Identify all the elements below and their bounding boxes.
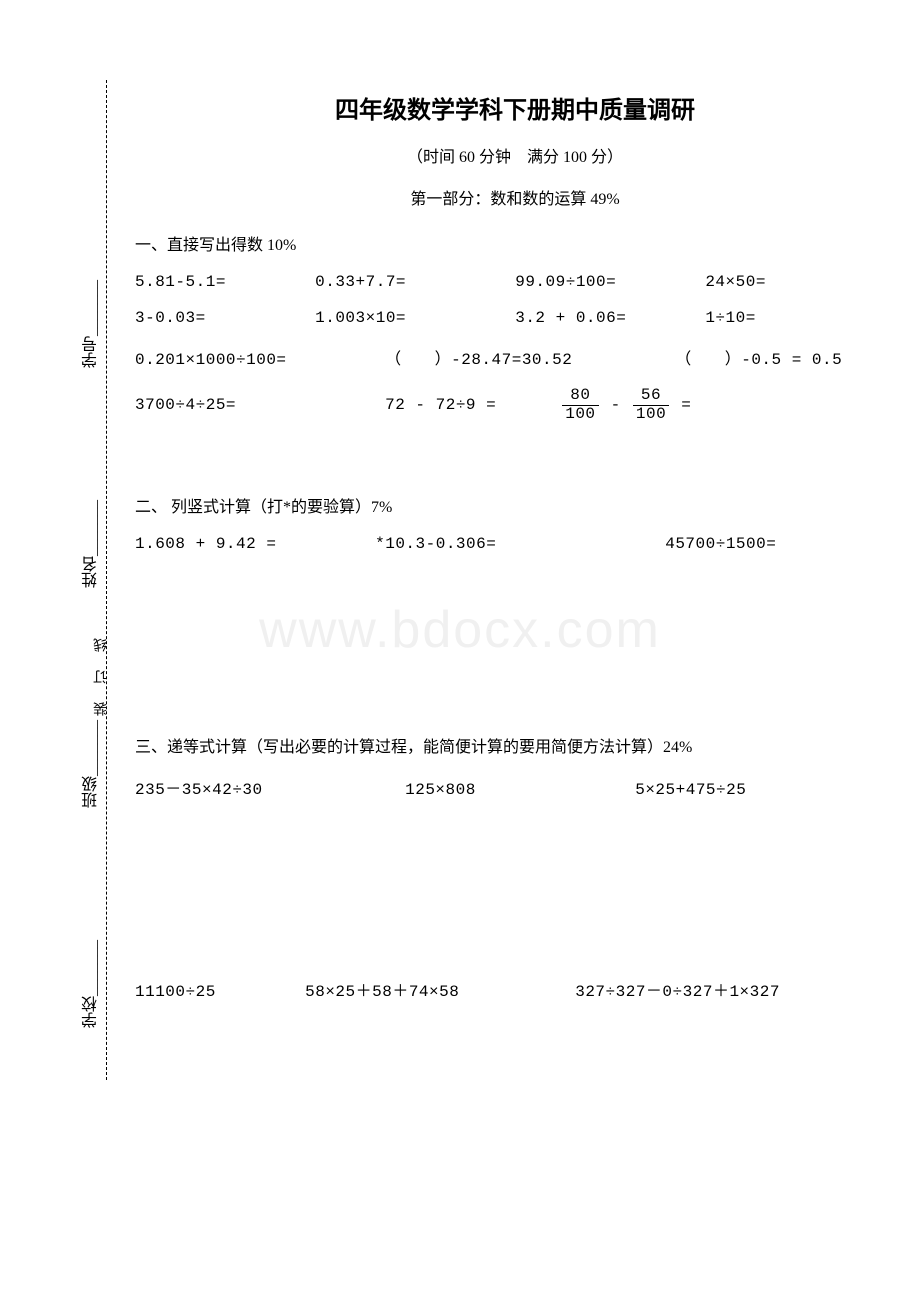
eq: 24×50=	[705, 273, 766, 291]
page-content: 四年级数学学科下册期中质量调研 （时间 60 分钟 满分 100 分） 第一部分…	[135, 90, 895, 1019]
fraction2: 56 100	[633, 387, 669, 423]
sec1-row2: 3-0.03= 1.003×10= 3.2 + 0.06= 1÷10=	[135, 309, 895, 327]
eq: 3-0.03=	[135, 309, 305, 327]
eq: 125×808	[405, 781, 625, 799]
binding-label-number: 学号_______	[80, 280, 104, 368]
eq: 99.09÷100=	[515, 273, 695, 291]
eq: （ ）-28.47=30.52	[385, 345, 665, 369]
eq: 3700÷4÷25=	[135, 396, 375, 414]
eq: 3.2 + 0.06=	[515, 309, 695, 327]
binding-label-name: 姓名_______	[80, 500, 104, 588]
eq: 58×25＋58＋74×58	[305, 977, 565, 1001]
binding-label-school: 学校_______	[80, 940, 104, 1028]
sec1-row3: 0.201×1000÷100= （ ）-28.47=30.52 （ ）-0.5 …	[135, 345, 895, 369]
eq: 327÷327－0÷327＋1×327	[575, 977, 780, 1001]
eq: 0.33+7.7=	[315, 273, 505, 291]
fraction-expr: 80 100 - 56 100 =	[560, 387, 691, 423]
equals-sign: =	[681, 396, 691, 414]
eq: 5×25+475÷25	[635, 781, 746, 799]
eq: （ ）-0.5 = 0.5	[675, 345, 842, 369]
part1-title: 第一部分：数和数的运算 49%	[135, 185, 895, 209]
sec1-row4: 3700÷4÷25= 72 - 72÷9 = 80 100 - 56 100 =	[135, 387, 895, 423]
eq: 72 - 72÷9 =	[385, 396, 550, 414]
eq: 11100÷25	[135, 983, 295, 1001]
minus-sign: -	[611, 396, 621, 414]
frac-num: 56	[633, 387, 669, 406]
sec1-row1: 5.81-5.1= 0.33+7.7= 99.09÷100= 24×50=	[135, 273, 895, 291]
eq: 1.608 + 9.42 =	[135, 535, 365, 553]
frac-den: 100	[562, 406, 598, 424]
sec3-row1: 235－35×42÷30 125×808 5×25+475÷25	[135, 775, 895, 799]
eq: 0.201×1000÷100=	[135, 351, 375, 369]
binding-dashed-line	[106, 80, 107, 1080]
frac-den: 100	[633, 406, 669, 424]
fraction1: 80 100	[562, 387, 598, 423]
eq: 1÷10=	[705, 309, 756, 327]
eq: 235－35×42÷30	[135, 775, 395, 799]
frac-num: 80	[562, 387, 598, 406]
section1-heading: 一、直接写出得数 10%	[135, 231, 895, 255]
sec3-row2: 11100÷25 58×25＋58＋74×58 327÷327－0÷327＋1×…	[135, 977, 895, 1001]
section3-heading: 三、递等式计算（写出必要的计算过程，能简便计算的要用简便方法计算）24%	[135, 733, 895, 757]
eq: *10.3-0.306=	[375, 535, 655, 553]
eq: 5.81-5.1=	[135, 273, 305, 291]
document-title: 四年级数学学科下册期中质量调研	[135, 90, 895, 125]
section2-heading: 二、 列竖式计算（打*的要验算）7%	[135, 493, 895, 517]
binding-label-bindtext: 装订线	[92, 620, 112, 716]
document-subtitle: （时间 60 分钟 满分 100 分）	[135, 143, 895, 167]
binding-label-class: 班级_______	[80, 720, 104, 808]
eq: 1.003×10=	[315, 309, 505, 327]
eq: 45700÷1500=	[665, 535, 776, 553]
sec2-row1: 1.608 + 9.42 = *10.3-0.306= 45700÷1500=	[135, 535, 895, 553]
